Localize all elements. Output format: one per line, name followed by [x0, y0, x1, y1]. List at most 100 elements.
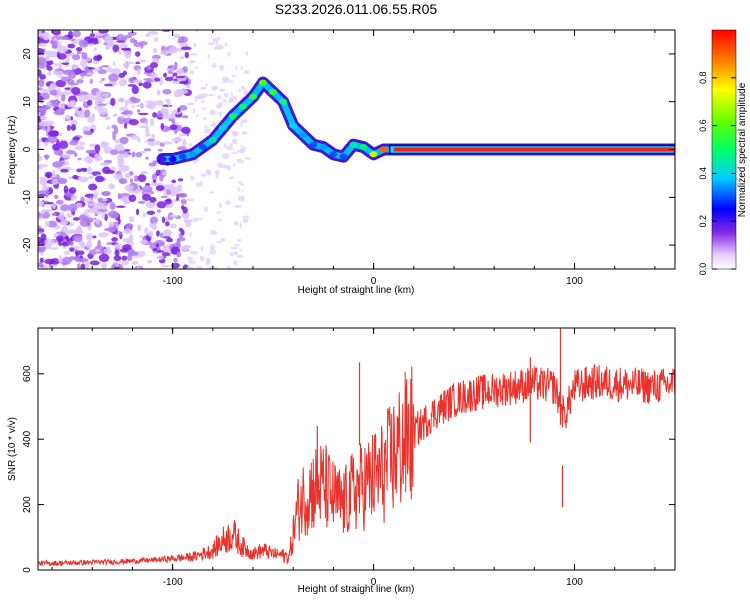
noise-blob	[235, 65, 238, 70]
noise-blob	[128, 194, 137, 203]
noise-blob	[153, 37, 159, 43]
noise-blob	[39, 257, 44, 264]
noise-blob	[137, 137, 141, 143]
noise-blob	[74, 145, 85, 151]
noise-blob	[156, 209, 161, 213]
noise-blob	[78, 176, 89, 183]
noise-blob	[230, 92, 234, 97]
noise-blob	[228, 143, 234, 147]
ridge-point	[208, 136, 217, 143]
noise-blob	[195, 182, 202, 188]
noise-blob	[124, 200, 129, 205]
noise-blob	[38, 30, 43, 37]
noise-blob	[71, 65, 78, 70]
noise-blob	[168, 185, 176, 192]
noise-blob	[38, 194, 46, 197]
noise-blob	[180, 46, 192, 51]
noise-blob	[89, 143, 97, 148]
noise-blob	[79, 60, 88, 68]
noise-blob	[70, 197, 76, 201]
ridge-point	[259, 79, 268, 86]
noise-blob	[227, 51, 231, 57]
noise-blob	[143, 148, 152, 152]
noise-blob	[126, 254, 133, 262]
noise-blob	[152, 112, 158, 118]
noise-blob	[240, 119, 248, 123]
noise-blob	[41, 185, 50, 192]
noise-blob	[123, 34, 132, 39]
noise-blob	[157, 148, 163, 152]
x-tick-label: 0	[371, 577, 377, 588]
noise-blob	[145, 100, 156, 104]
noise-blob	[78, 214, 89, 221]
noise-blob	[149, 118, 154, 127]
noise-blob	[180, 198, 187, 205]
noise-blob	[163, 187, 167, 196]
noise-blob	[147, 31, 159, 35]
noise-blob	[222, 99, 228, 103]
noise-blob	[239, 222, 243, 228]
noise-blob	[172, 80, 181, 85]
noise-blob	[131, 260, 139, 265]
noise-blob	[82, 125, 90, 132]
noise-blob	[188, 143, 193, 147]
noise-blob	[48, 130, 59, 137]
noise-blob	[222, 80, 226, 84]
noise-blob	[38, 200, 45, 207]
noise-blob	[76, 168, 83, 173]
noise-blob	[57, 53, 67, 60]
noise-blob	[38, 231, 43, 234]
colorbar-tick-label: 0.2	[698, 215, 708, 228]
noise-blob	[38, 62, 45, 69]
noise-blob	[200, 245, 204, 252]
noise-blob	[172, 72, 178, 77]
noise-blob	[156, 255, 164, 261]
noise-blob	[69, 247, 75, 252]
snr-plot-area	[38, 328, 675, 570]
noise-blob	[228, 80, 234, 84]
noise-blob	[131, 151, 136, 158]
noise-blob	[51, 30, 62, 36]
noise-blob	[84, 198, 94, 202]
noise-blob	[58, 36, 70, 40]
noise-blob	[149, 196, 157, 203]
noise-blob	[123, 50, 132, 59]
colorbar-tick-label: 0.8	[698, 72, 708, 85]
noise-blob	[51, 202, 56, 210]
noise-blob	[60, 94, 66, 102]
noise-blob	[38, 56, 46, 64]
noise-blob	[88, 183, 98, 191]
noise-blob	[230, 152, 239, 155]
noise-blob	[168, 65, 174, 69]
noise-blob	[103, 227, 114, 232]
noise-blob	[110, 149, 119, 156]
noise-blob	[108, 73, 119, 82]
noise-blob	[151, 133, 156, 140]
noise-blob	[176, 239, 181, 248]
noise-blob	[242, 217, 249, 224]
noise-blob	[94, 98, 99, 106]
noise-blob	[58, 254, 62, 263]
noise-blob	[97, 239, 102, 248]
noise-blob	[117, 98, 126, 103]
y-tick-label: 10	[22, 96, 33, 108]
ridge-point	[218, 124, 227, 131]
noise-blob	[88, 202, 96, 207]
noise-blob	[119, 136, 129, 144]
noise-blob	[85, 65, 89, 74]
y-tick-label: 20	[22, 48, 33, 60]
noise-blob	[56, 235, 64, 242]
noise-blob	[165, 221, 170, 227]
noise-blob	[59, 104, 65, 109]
noise-blob	[199, 255, 205, 260]
noise-blob	[193, 42, 197, 48]
noise-blob	[221, 76, 228, 82]
x-tick-label: 100	[566, 577, 583, 588]
noise-blob	[177, 107, 181, 113]
noise-blob	[237, 238, 242, 242]
noise-blob	[76, 108, 85, 117]
noise-blob	[145, 132, 151, 137]
noise-blob	[101, 93, 110, 98]
noise-blob	[182, 139, 187, 147]
